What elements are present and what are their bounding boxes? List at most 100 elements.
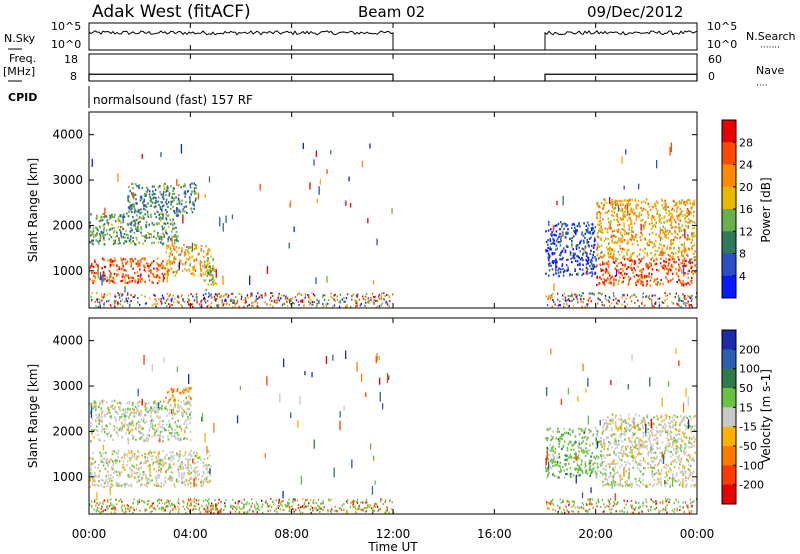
cell-5	[635, 461, 638, 464]
cell-4	[129, 209, 132, 212]
cell-4	[583, 436, 586, 439]
cell-5	[609, 434, 612, 437]
cell-7	[629, 209, 632, 212]
cell-1	[171, 431, 174, 434]
cell-0	[155, 456, 157, 459]
cell-6	[688, 261, 690, 264]
cell-7	[665, 205, 668, 208]
cell-0	[156, 262, 158, 265]
cell-4	[584, 454, 587, 458]
cell-1	[98, 422, 100, 425]
clutter-cell	[315, 305, 318, 308]
cell-6	[614, 267, 617, 270]
cell-0	[102, 274, 104, 277]
cell-5	[577, 255, 579, 258]
cell-1	[164, 429, 166, 432]
cell-0	[184, 483, 186, 486]
cell-1	[144, 438, 147, 441]
clutter-cell	[216, 297, 218, 300]
cell-0	[157, 263, 159, 266]
cell-0	[93, 476, 96, 479]
cell-0	[161, 460, 164, 463]
cell-1	[119, 403, 122, 406]
cell-1	[185, 419, 188, 422]
cell-4	[546, 437, 549, 440]
cell-1	[98, 415, 100, 419]
cell-6	[694, 264, 696, 267]
cell-0	[139, 259, 141, 262]
cell-0	[151, 463, 154, 466]
cell-7	[640, 206, 642, 210]
cell-4	[579, 473, 581, 477]
cell-7	[627, 248, 630, 251]
cell-0	[197, 457, 200, 460]
clutter-cell	[365, 295, 367, 298]
cell-5	[548, 264, 550, 267]
clutter-cell	[609, 304, 611, 307]
cell-1	[98, 420, 101, 423]
cell-7	[597, 232, 599, 235]
cell-1	[207, 249, 209, 252]
clutter-cell	[583, 298, 585, 300]
clutter-cell	[148, 297, 151, 300]
cell-4	[175, 196, 177, 199]
cell-2	[206, 274, 208, 277]
cell-3	[145, 220, 148, 224]
cell-1	[99, 402, 101, 405]
cell-1	[159, 420, 161, 423]
clutter-cell	[176, 300, 178, 303]
cell-4	[554, 464, 556, 467]
cell-0	[167, 468, 169, 471]
cell-1	[169, 263, 171, 266]
cell-5	[626, 428, 629, 431]
cell-6	[622, 276, 625, 279]
cell-6	[678, 263, 680, 266]
cell-1	[92, 407, 94, 410]
cell-4	[178, 209, 181, 212]
clutter-cell	[378, 293, 381, 296]
cell-0	[209, 479, 211, 482]
cell-6	[633, 267, 635, 270]
cell-4	[563, 427, 566, 431]
clutter-cell	[615, 297, 617, 300]
cell-0	[126, 260, 129, 263]
cell-5	[555, 258, 557, 261]
cell-7	[634, 198, 637, 201]
clutter-cell	[621, 296, 623, 299]
clutter-cell	[295, 299, 298, 302]
cell-4	[586, 438, 588, 441]
cell-5	[579, 242, 581, 245]
cell-0	[111, 479, 113, 482]
cell-7	[618, 223, 621, 226]
cell-5	[603, 424, 605, 427]
clutter-cell	[187, 294, 190, 297]
cell-5	[581, 273, 583, 277]
clutter-cell	[551, 305, 553, 308]
cell-7	[669, 212, 671, 215]
sparse-cell	[204, 193, 206, 198]
cell-0	[164, 481, 167, 484]
cell-5	[678, 454, 680, 457]
clutter-cell	[126, 293, 129, 296]
cell-3	[119, 214, 122, 217]
cell-0	[103, 258, 105, 261]
cell-5	[675, 461, 678, 464]
cell-0	[207, 480, 210, 483]
cell-4	[128, 207, 131, 210]
cell-6	[624, 276, 626, 279]
cell-5	[591, 275, 593, 278]
cell-5	[587, 256, 590, 259]
cell-4	[546, 448, 549, 451]
cell-1	[156, 406, 159, 409]
cell-3	[140, 231, 142, 234]
clutter-cell	[274, 299, 276, 302]
cell-6	[641, 271, 643, 274]
cell-1	[202, 272, 205, 275]
cell-4	[178, 202, 180, 205]
clutter-cell	[94, 300, 96, 303]
cell-4	[131, 193, 133, 196]
cell-7	[642, 249, 644, 252]
cell-7	[662, 231, 665, 234]
cell-1	[156, 403, 158, 406]
cell-7	[609, 246, 611, 249]
